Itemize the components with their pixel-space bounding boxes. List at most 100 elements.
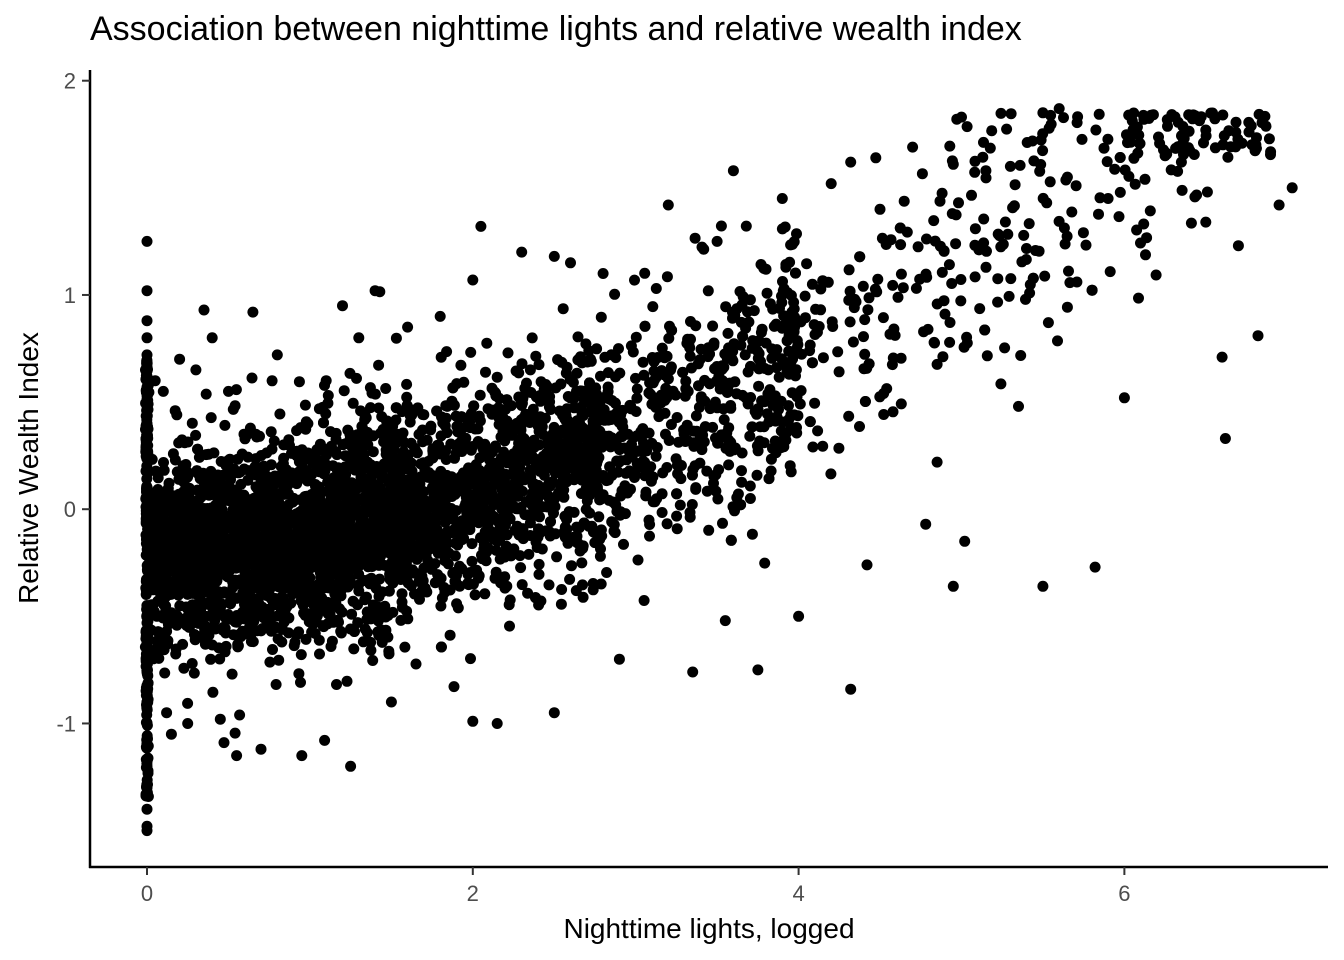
data-point — [384, 491, 396, 503]
data-point — [1076, 133, 1088, 145]
data-point — [1273, 199, 1285, 211]
data-point — [441, 538, 453, 550]
data-point — [629, 274, 640, 286]
data-point — [921, 233, 932, 245]
data-point — [812, 425, 824, 437]
data-point — [229, 400, 241, 412]
data-point — [431, 541, 443, 553]
data-point — [541, 381, 553, 393]
data-point — [455, 359, 467, 371]
data-point — [710, 485, 722, 497]
data-point — [360, 412, 372, 424]
data-point — [694, 457, 706, 469]
data-point — [234, 466, 246, 478]
data-point — [557, 409, 569, 421]
data-point — [491, 718, 503, 729]
data-point — [1102, 193, 1114, 204]
data-point — [566, 560, 577, 572]
data-point — [391, 478, 403, 490]
data-point — [740, 392, 752, 404]
data-point — [709, 363, 721, 375]
data-point — [417, 436, 429, 448]
data-point — [380, 383, 392, 394]
data-point — [449, 486, 460, 498]
data-point — [198, 304, 210, 316]
data-point — [141, 370, 153, 382]
data-point — [401, 378, 413, 390]
data-point — [481, 546, 493, 558]
data-point — [806, 357, 818, 369]
data-point — [274, 408, 286, 420]
data-point — [458, 532, 470, 544]
data-point — [390, 414, 402, 426]
data-point — [862, 304, 874, 316]
data-point — [394, 491, 405, 503]
data-point — [616, 431, 628, 443]
data-point — [543, 478, 555, 490]
data-point — [815, 283, 827, 295]
data-point — [571, 367, 583, 379]
data-point — [744, 480, 756, 492]
data-point — [319, 568, 331, 580]
data-point — [410, 491, 422, 503]
data-point — [412, 478, 424, 490]
data-point — [755, 327, 767, 338]
data-point — [631, 430, 643, 442]
data-point — [859, 396, 871, 407]
data-point — [141, 482, 153, 494]
data-point — [843, 264, 855, 276]
data-point — [149, 375, 161, 387]
data-point — [243, 532, 255, 544]
data-point — [950, 238, 962, 250]
data-point — [280, 464, 292, 476]
data-point — [1183, 125, 1195, 137]
data-point — [822, 276, 834, 288]
data-point — [567, 376, 579, 388]
data-point — [611, 455, 623, 467]
data-point — [762, 364, 774, 376]
data-point — [670, 453, 682, 465]
data-point — [1041, 197, 1053, 209]
data-point — [897, 282, 909, 294]
data-point — [1209, 142, 1221, 154]
data-point — [646, 437, 658, 449]
data-point — [1053, 103, 1065, 115]
data-point — [639, 267, 651, 279]
data-point — [801, 258, 813, 270]
data-point — [141, 418, 153, 429]
data-point — [1037, 145, 1049, 157]
data-point — [884, 328, 896, 340]
data-point — [141, 315, 153, 327]
data-point — [229, 727, 241, 739]
data-point — [1252, 330, 1264, 342]
data-point — [863, 358, 875, 370]
data-point — [529, 414, 541, 426]
data-point — [974, 303, 986, 315]
data-point — [140, 446, 152, 458]
data-point — [399, 448, 411, 460]
data-point — [353, 332, 365, 344]
data-point — [656, 408, 668, 420]
data-point — [571, 415, 583, 427]
data-point — [265, 426, 277, 438]
data-point — [662, 199, 674, 211]
data-point — [475, 220, 487, 232]
data-point — [442, 558, 454, 570]
data-point — [279, 537, 290, 549]
data-point — [407, 506, 419, 518]
y-tick-label: 2 — [64, 69, 76, 94]
data-point — [577, 469, 589, 481]
data-point — [785, 290, 797, 301]
data-point — [804, 416, 816, 428]
data-point — [512, 447, 524, 459]
data-point — [832, 346, 844, 358]
data-point — [895, 268, 907, 280]
y-axis-title: Relative Wealth Index — [13, 332, 44, 604]
data-point — [330, 427, 342, 439]
data-point — [534, 511, 545, 523]
data-point — [545, 516, 556, 528]
x-tick-label: 4 — [792, 881, 804, 906]
data-point — [958, 341, 970, 353]
data-point — [637, 446, 649, 458]
data-point — [568, 531, 580, 543]
